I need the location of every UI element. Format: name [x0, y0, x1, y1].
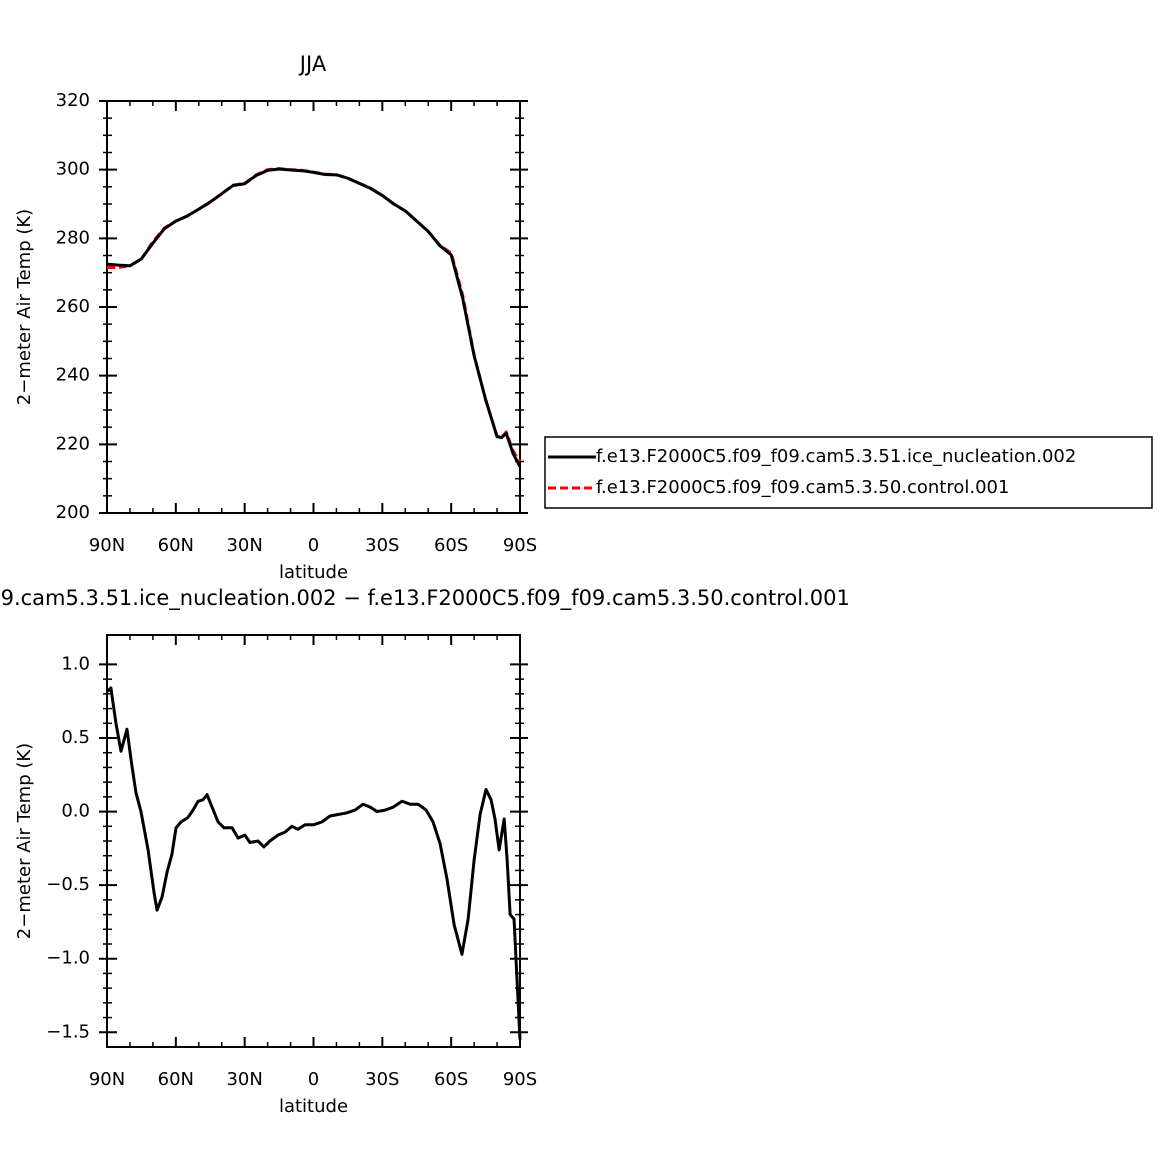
- series-line: [106, 167, 522, 468]
- x-tick-label: 30N: [226, 535, 262, 556]
- x-tick-label: 90N: [89, 535, 125, 556]
- series-line: [107, 167, 522, 463]
- y-tick-label: 260: [56, 296, 90, 317]
- y-tick-label: −0.5: [46, 874, 90, 895]
- x-tick-label: 30N: [226, 1069, 262, 1090]
- x-tick-label: 60S: [434, 1069, 468, 1090]
- x-tick-label: 60N: [158, 1069, 194, 1090]
- y-tick-label: −1.5: [46, 1021, 90, 1042]
- y-tick-label: 280: [56, 227, 90, 248]
- y-tick-label: 200: [56, 502, 90, 523]
- legend-label: f.e13.F2000C5.f09_f09.cam5.3.50.control.…: [596, 477, 1009, 498]
- x-tick-label: 90S: [503, 1069, 537, 1090]
- chart-title: JJA: [298, 52, 327, 76]
- x-axis-label: latitude: [279, 562, 348, 583]
- chart-title: f.e13.F2000C5.f09_f09.cam5.3.51.ice_nucl…: [0, 586, 850, 611]
- x-tick-label: 30S: [365, 535, 399, 556]
- x-tick-label: 0: [308, 535, 319, 556]
- y-tick-label: 300: [56, 159, 90, 180]
- plot-frame: [106, 100, 521, 514]
- x-tick-label: 90S: [503, 535, 537, 556]
- y-tick-label: −1.0: [46, 948, 90, 969]
- y-axis-label: 2−meter Air Temp (K): [14, 209, 35, 405]
- x-tick-label: 30S: [365, 1069, 399, 1090]
- x-tick-label: 60N: [158, 535, 194, 556]
- x-tick-label: 60S: [434, 535, 468, 556]
- series-line: [105, 686, 522, 1040]
- y-tick-label: 0.0: [61, 801, 90, 822]
- plot-frame: [106, 634, 521, 1048]
- x-tick-label: 0: [308, 1069, 319, 1090]
- y-axis-label: 2−meter Air Temp (K): [14, 743, 35, 939]
- x-tick-label: 90N: [89, 1069, 125, 1090]
- legend-label: f.e13.F2000C5.f09_f09.cam5.3.51.ice_nucl…: [596, 446, 1076, 467]
- y-tick-label: 1.0: [61, 653, 90, 674]
- y-tick-label: 240: [56, 365, 90, 386]
- x-axis-label: latitude: [279, 1096, 348, 1117]
- legend-box: [544, 436, 1153, 509]
- y-tick-label: 320: [56, 90, 90, 111]
- y-tick-label: 0.5: [61, 727, 90, 748]
- y-tick-label: 220: [56, 433, 90, 454]
